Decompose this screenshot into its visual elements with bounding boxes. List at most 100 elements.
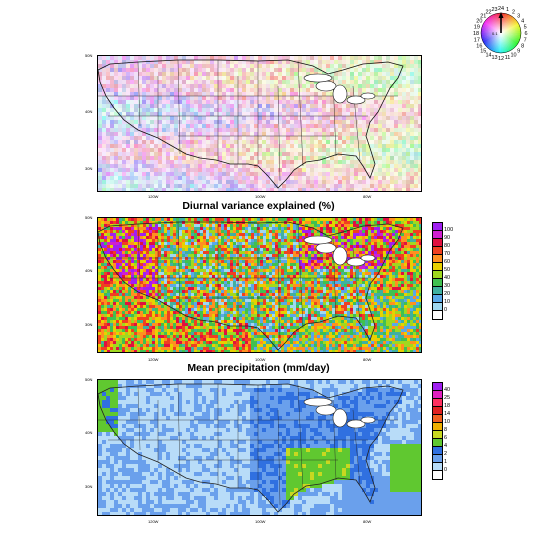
variance-cell	[161, 263, 164, 266]
phase-cell	[278, 128, 282, 132]
phase-cell	[242, 164, 246, 168]
phase-cell	[142, 168, 146, 172]
phase-cell	[258, 152, 262, 156]
variance-cell	[221, 275, 224, 278]
phase-cell	[270, 72, 274, 76]
phase-cell	[342, 180, 346, 184]
phase-cell	[234, 180, 238, 184]
phase-cell	[166, 100, 170, 104]
phase-cell	[298, 136, 302, 140]
variance-cell	[362, 242, 365, 245]
phase-cell	[410, 140, 414, 144]
phase-cell	[314, 104, 318, 108]
variance-cell	[161, 227, 164, 230]
phase-cell	[174, 92, 178, 96]
phase-cell	[382, 100, 386, 104]
phase-cell	[374, 84, 378, 88]
variance-cell	[215, 257, 218, 260]
phase-cell	[386, 136, 390, 140]
phase-cell	[274, 116, 278, 120]
variance-cell	[122, 218, 125, 221]
variance-cell	[332, 218, 335, 221]
phase-cell	[302, 168, 306, 172]
phase-cell	[246, 128, 250, 132]
phase-cell	[190, 152, 194, 156]
variance-cell	[281, 257, 284, 260]
phase-cell	[318, 152, 322, 156]
variance-cell	[116, 251, 119, 254]
phase-cell	[182, 64, 186, 68]
phase-cell	[358, 132, 362, 136]
phase-cell	[158, 148, 162, 152]
variance-cell	[338, 224, 341, 227]
phase-cell	[106, 88, 110, 92]
phase-cell	[342, 108, 346, 112]
phase-cell	[226, 60, 230, 64]
variance-cell	[113, 239, 116, 242]
variance-cell	[410, 239, 413, 242]
variance-cell	[110, 269, 113, 272]
variance-cell	[413, 254, 416, 257]
variance-cell	[146, 230, 149, 233]
variance-cell	[398, 227, 401, 230]
phase-cell	[262, 124, 266, 128]
phase-cell	[274, 72, 278, 76]
phase-cell	[198, 140, 202, 144]
phase-cell	[126, 60, 130, 64]
variance-cell	[347, 266, 350, 269]
variance-cell	[215, 272, 218, 275]
variance-cell	[278, 257, 281, 260]
variance-cell	[176, 227, 179, 230]
variance-cell	[317, 221, 320, 224]
phase-cell	[222, 64, 226, 68]
variance-cell	[230, 260, 233, 263]
phase-cell	[170, 128, 174, 132]
variance-cell	[416, 275, 419, 278]
phase-cell	[282, 184, 286, 188]
phase-cell	[374, 104, 378, 108]
phase-cell	[390, 112, 394, 116]
variance-cell	[413, 251, 416, 254]
phase-cell	[222, 128, 226, 132]
phase-cell	[142, 136, 146, 140]
variance-cell	[350, 272, 353, 275]
phase-cell	[250, 120, 254, 124]
phase-cell	[214, 120, 218, 124]
variance-cell	[206, 218, 209, 221]
phase-cell	[242, 172, 246, 176]
phase-cell	[110, 108, 114, 112]
variance-cell	[176, 272, 179, 275]
variance-cell	[179, 272, 182, 275]
phase-cell	[366, 80, 370, 84]
phase-cell	[262, 188, 266, 191]
phase-cell	[246, 120, 250, 124]
variance-cell	[200, 233, 203, 236]
phase-cell	[378, 60, 382, 64]
phase-cell	[382, 184, 386, 188]
phase-cell	[234, 72, 238, 76]
variance-cell	[200, 224, 203, 227]
phase-cell	[306, 80, 310, 84]
phase-cell	[378, 96, 382, 100]
phase-cell	[370, 132, 374, 136]
phase-cell	[110, 64, 114, 68]
phase-cell	[406, 76, 410, 80]
variance-cell	[281, 233, 284, 236]
variance-cell	[212, 272, 215, 275]
phase-cell	[134, 76, 138, 80]
phase-cell	[218, 56, 222, 60]
variance-cell	[110, 266, 113, 269]
phase-cell	[102, 76, 106, 80]
phase-cell	[142, 148, 146, 152]
phase-cell	[342, 60, 346, 64]
variance-cell	[254, 278, 257, 281]
phase-cell	[186, 100, 190, 104]
variance-cell	[128, 227, 131, 230]
phase-cell	[146, 128, 150, 132]
phase-cell	[266, 68, 270, 72]
phase-cell	[274, 168, 278, 172]
variance-cell	[149, 242, 152, 245]
variance-cell	[200, 221, 203, 224]
phase-cell	[206, 88, 210, 92]
phase-cell	[258, 132, 262, 136]
